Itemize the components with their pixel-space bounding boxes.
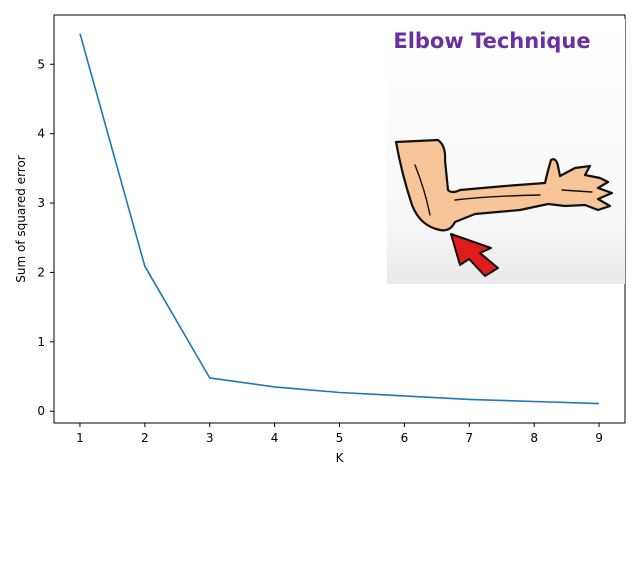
y-tick-label: 2	[37, 265, 45, 279]
x-tick-label: 2	[141, 431, 149, 445]
inset-title: Elbow Technique	[393, 29, 590, 53]
x-tick-label: 6	[401, 431, 409, 445]
x-axis-label: K	[336, 451, 345, 465]
series-line	[79, 33, 600, 405]
arrow-icon	[450, 233, 499, 277]
x-tick-label: 9	[595, 431, 603, 445]
x-tick-label: 5	[336, 431, 344, 445]
y-tick-label: 0	[37, 404, 45, 418]
y-tick-label: 1	[37, 335, 45, 349]
inset-image: Elbow Technique	[387, 19, 625, 284]
x-tick-label: 3	[206, 431, 214, 445]
x-tick-label: 4	[271, 431, 279, 445]
x-tick-label: 7	[465, 431, 473, 445]
x-tick-label: 8	[530, 431, 538, 445]
series-group	[79, 33, 600, 405]
y-tick-label: 5	[37, 57, 45, 71]
y-axis-label: Sum of squared error	[14, 155, 28, 283]
arm-icon	[394, 138, 614, 232]
axis-ticks: 1 2 3 4 5 6 7 8 9 0 1 2 3 4 5	[37, 57, 603, 445]
x-tick-label: 1	[76, 431, 84, 445]
y-tick-label: 3	[37, 196, 45, 210]
y-tick-label: 4	[37, 127, 45, 141]
